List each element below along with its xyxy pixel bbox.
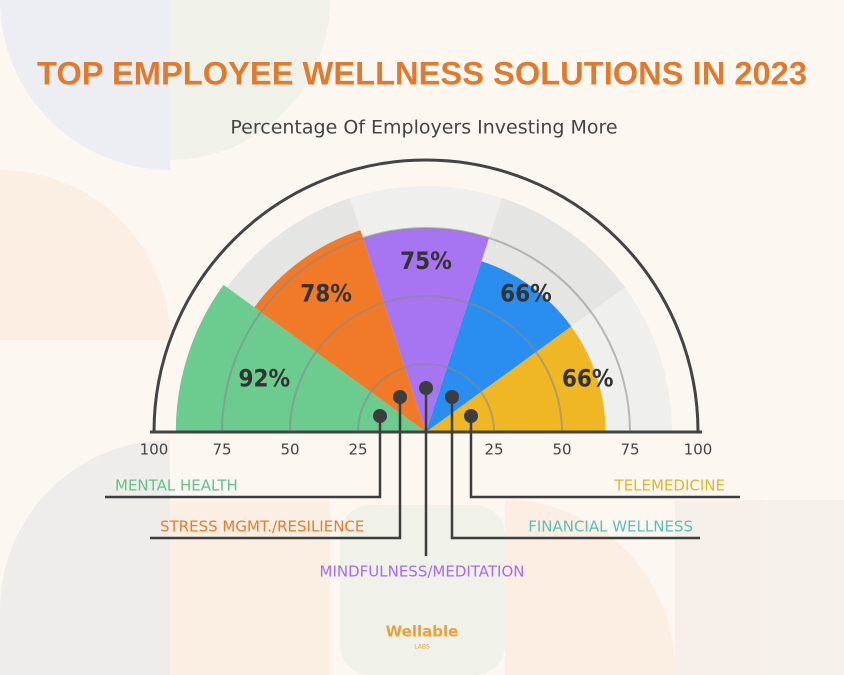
value-label: 66% [562, 364, 614, 392]
chart-title: TOP EMPLOYEE WELLNESS SOLUTIONS IN 2023 [37, 55, 807, 91]
grid-arc [221, 227, 631, 433]
r-tick-label: 75 [212, 441, 231, 459]
leader-dot [393, 390, 407, 404]
bg-shape [0, 0, 170, 170]
category-label: FINANCIAL WELLNESS [528, 518, 693, 536]
r-tick-label: 50 [280, 441, 299, 459]
leader-line [469, 416, 740, 499]
leader-line [105, 416, 382, 499]
r-tick-label: 50 [552, 441, 571, 459]
leader-line [150, 397, 402, 540]
leader-dot [464, 409, 478, 423]
radial-bar [254, 230, 426, 432]
leader-line [450, 397, 700, 540]
bg-shape [170, 0, 330, 160]
radial-bar [175, 284, 426, 432]
plot: 25 25 50 50 75 75 100 100 92% 78% 75% 66% 66% MENTAL … [105, 158, 740, 581]
value-label: 92% [238, 364, 290, 392]
outer-arc [152, 158, 700, 433]
grid-arc [289, 295, 563, 433]
radial-bar [426, 261, 572, 432]
logo-name: Wellable [386, 623, 459, 641]
r-tick-label: 100 [140, 441, 169, 459]
r-tick-label: 25 [348, 441, 367, 459]
radial-bar [362, 228, 490, 432]
bg-shape [340, 505, 505, 675]
value-label: 75% [400, 247, 452, 275]
leader-dot [445, 390, 459, 404]
category-label: STRESS MGMT./RESILIENCE [160, 518, 364, 536]
logo-tagline: LABS [414, 644, 430, 651]
bg-shape [0, 170, 170, 340]
r-tick-label: 100 [684, 441, 713, 459]
bg-shape [505, 499, 676, 675]
r-tick-label: 75 [620, 441, 639, 459]
r-tick-label: 25 [484, 441, 503, 459]
category-label: TELEMEDICINE [614, 477, 725, 495]
bg-shape [0, 440, 170, 675]
leader-dot [419, 381, 433, 395]
value-label: 66% [500, 279, 552, 307]
radial-bar [426, 326, 606, 432]
chart-subtitle: Percentage Of Employers Investing More [230, 117, 617, 139]
category-label: MINDFULNESS/MEDITATION [320, 563, 525, 581]
bg-shape [675, 500, 844, 675]
category-label: MENTAL HEALTH [115, 477, 238, 495]
leader-dot [373, 409, 387, 423]
grid-arc [357, 363, 495, 433]
bg-shape [170, 500, 330, 675]
value-label: 78% [300, 279, 352, 307]
logo: Wellable LABS [386, 623, 459, 651]
